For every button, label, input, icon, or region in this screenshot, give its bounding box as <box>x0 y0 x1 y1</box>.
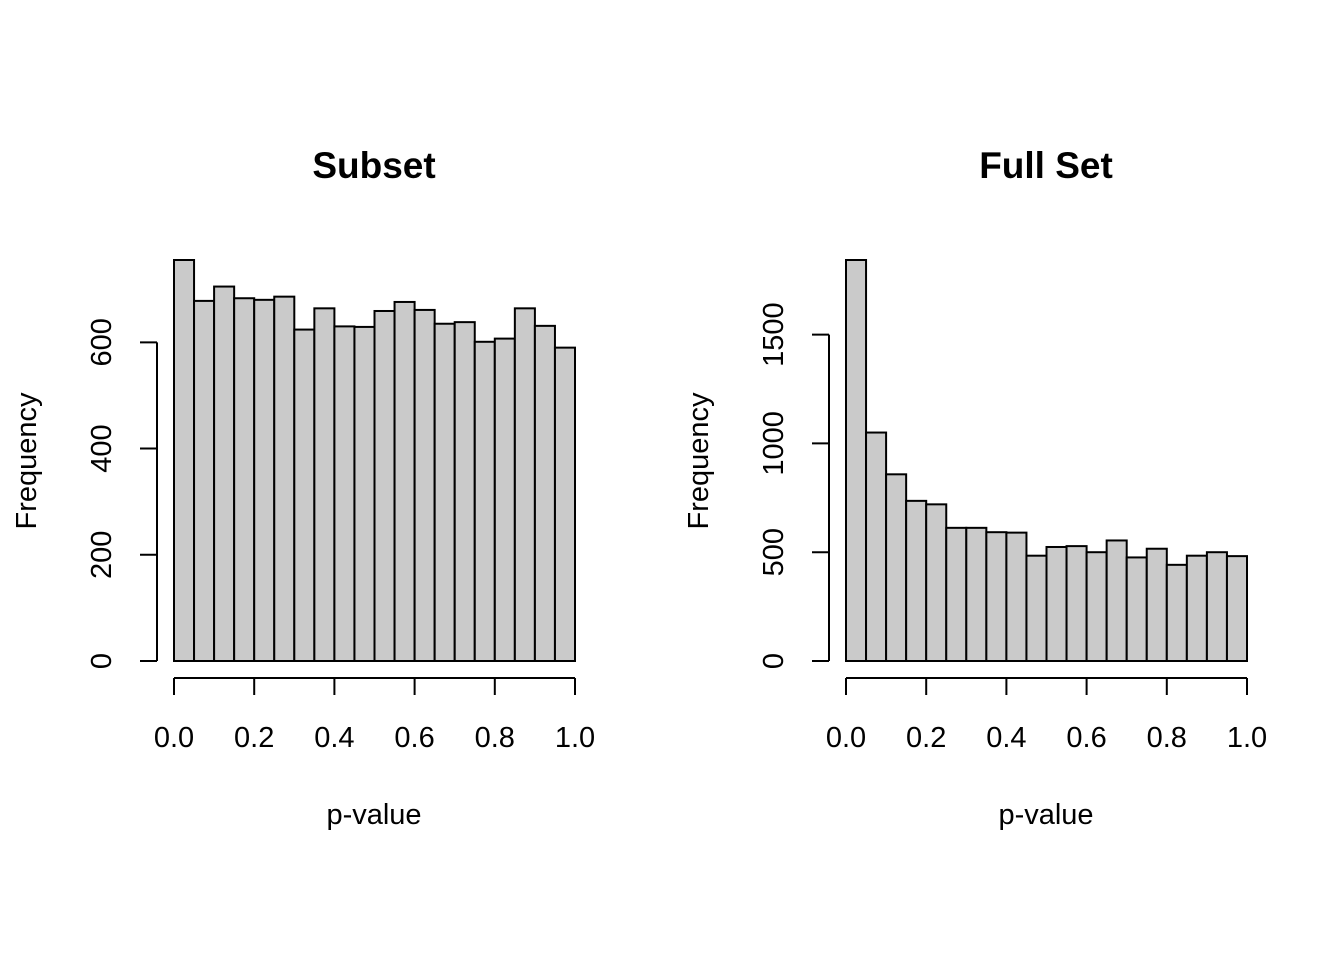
histogram-bar <box>493 337 516 662</box>
y-tick-label: 0 <box>86 653 118 669</box>
histogram-bar <box>1125 556 1148 662</box>
histogram-bar <box>1165 563 1188 663</box>
x-axis-label: p-value <box>326 799 421 831</box>
histogram-bar <box>513 307 536 662</box>
chart-title: Subset <box>312 145 435 186</box>
histogram-bar <box>453 321 476 662</box>
histogram-bar <box>965 526 988 662</box>
y-tick-label: 400 <box>86 424 118 472</box>
histogram-bar <box>393 300 416 662</box>
histogram-bar <box>233 297 256 662</box>
x-axis: 0.0 0.2 0.4 0.6 0.8 1.0 <box>154 677 595 754</box>
histogram-bar <box>333 325 356 662</box>
y-tick-label: 0 <box>758 653 790 669</box>
histogram-bar <box>1105 539 1128 662</box>
histogram-bar <box>865 431 888 662</box>
histogram-bar <box>293 328 316 662</box>
x-tick-label: 1.0 <box>1227 722 1267 754</box>
histogram-bar <box>1225 555 1248 662</box>
histogram-bar <box>273 295 296 662</box>
x-tick-label: 0.6 <box>394 722 434 754</box>
x-axis-label: p-value <box>998 799 1093 831</box>
x-tick-label: 0.4 <box>986 722 1026 754</box>
x-tick-label: 0.0 <box>826 722 866 754</box>
y-axis: 0 200 400 600 <box>86 318 158 669</box>
x-tick-label: 0.6 <box>1066 722 1106 754</box>
histogram-bar <box>413 308 436 662</box>
histogram-bar <box>353 325 376 662</box>
histogram-bar <box>1145 547 1168 662</box>
y-tick-label: 600 <box>86 318 118 366</box>
bars <box>173 259 577 662</box>
histogram-bar <box>213 285 236 662</box>
histogram-bar <box>1025 554 1048 663</box>
y-tick-label: 500 <box>758 528 790 576</box>
y-axis-label: Frequency <box>11 392 43 530</box>
histogram-bar <box>1205 551 1228 662</box>
x-tick-label: 0.0 <box>154 722 194 754</box>
chart-title: Full Set <box>979 145 1113 186</box>
x-axis: 0.0 0.2 0.4 0.6 0.8 1.0 <box>826 677 1267 754</box>
x-tick-label: 0.8 <box>475 722 515 754</box>
x-tick-label: 0.2 <box>906 722 946 754</box>
histogram-bar <box>1085 551 1108 662</box>
subset-histogram-panel: Subset p-value Frequency 0.0 0.2 0.4 0.6 0.8… <box>11 145 595 831</box>
histogram-bar <box>885 473 908 663</box>
histogram-bar <box>433 322 456 662</box>
y-axis: 0 500 1000 1500 <box>758 302 830 669</box>
histogram-bar <box>473 340 496 662</box>
histogram-bar <box>313 307 336 662</box>
y-axis-label: Frequency <box>683 392 715 530</box>
histogram-bar <box>925 503 948 662</box>
histogram-bar <box>533 324 556 662</box>
histogram-bar <box>253 298 276 662</box>
y-tick-label: 200 <box>86 531 118 579</box>
histogram-bar <box>845 259 868 662</box>
x-tick-label: 0.4 <box>314 722 354 754</box>
y-tick-label: 1000 <box>758 411 790 476</box>
histogram-bar <box>985 531 1008 662</box>
x-tick-label: 0.2 <box>234 722 274 754</box>
histogram-bar <box>905 499 928 662</box>
histogram-bar <box>193 299 216 662</box>
histogram-bar <box>1005 531 1028 663</box>
bars <box>845 259 1248 663</box>
histogram-bar <box>1065 545 1088 662</box>
histogram-bar <box>1185 554 1208 663</box>
x-tick-label: 0.8 <box>1147 722 1187 754</box>
histogram-bar <box>173 259 196 662</box>
histogram-bar <box>945 526 968 662</box>
y-tick-label: 1500 <box>758 302 790 367</box>
histogram-bar <box>373 309 396 662</box>
histogram-bar <box>553 346 577 662</box>
x-tick-label: 1.0 <box>555 722 595 754</box>
full-set-histogram-panel: Full Set p-value Frequency 0.0 0.2 0.4 0.6 0… <box>683 145 1267 831</box>
histogram-bar <box>1045 545 1068 662</box>
